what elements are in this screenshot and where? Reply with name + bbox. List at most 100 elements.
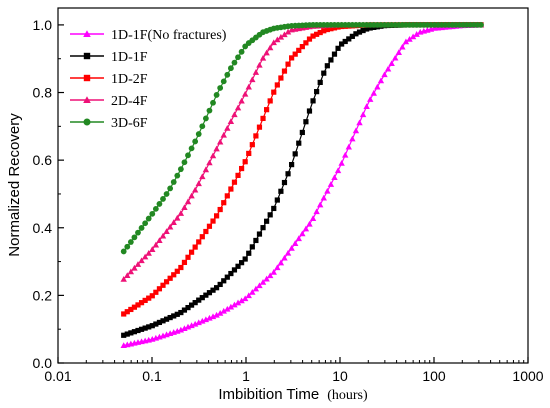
data-point <box>202 115 209 122</box>
data-point <box>253 133 259 139</box>
data-point <box>149 246 156 252</box>
data-point <box>128 330 134 336</box>
data-point <box>327 181 335 187</box>
data-point <box>359 111 367 118</box>
legend-marker <box>83 96 91 104</box>
legend-label: 2D-4F <box>111 94 148 109</box>
data-point <box>163 279 170 285</box>
data-point <box>249 142 255 148</box>
data-point <box>266 44 274 51</box>
data-point <box>334 167 342 174</box>
data-point <box>199 234 205 240</box>
data-point <box>188 145 195 152</box>
data-point <box>364 26 370 32</box>
data-point <box>195 319 202 326</box>
data-point <box>246 150 252 157</box>
data-point <box>160 196 166 202</box>
x-tick-label: 1000 <box>512 368 543 384</box>
data-point <box>406 35 413 42</box>
data-point <box>174 214 181 221</box>
data-point <box>346 36 352 42</box>
data-point <box>313 208 320 215</box>
legend-item: 3D-6F <box>70 116 148 131</box>
data-point <box>121 311 127 317</box>
data-point <box>141 253 149 260</box>
x-axis: 0.01 0.1 1 10 100 1000 <box>44 357 544 384</box>
data-point <box>245 83 252 90</box>
data-point <box>149 210 156 217</box>
data-point <box>278 188 284 194</box>
data-point <box>124 331 130 337</box>
data-point <box>185 152 191 159</box>
data-point <box>309 215 317 221</box>
data-point <box>188 302 195 308</box>
data-point <box>381 71 388 78</box>
data-point <box>235 263 241 269</box>
data-point <box>328 57 334 63</box>
data-point <box>263 49 270 56</box>
data-point <box>224 305 231 312</box>
data-point <box>320 194 327 201</box>
data-point <box>288 245 295 251</box>
data-point <box>281 68 288 74</box>
data-point <box>209 152 217 159</box>
data-point <box>274 197 280 203</box>
data-point <box>231 59 238 66</box>
data-point <box>239 165 245 172</box>
data-point <box>138 257 145 264</box>
data-point <box>224 125 231 131</box>
data-point <box>399 43 406 50</box>
data-point <box>338 159 345 166</box>
data-point <box>259 54 267 61</box>
data-point <box>249 244 255 250</box>
data-point <box>235 54 241 61</box>
data-point <box>356 29 363 35</box>
data-point <box>206 223 213 229</box>
data-point <box>234 104 242 111</box>
y-axis: 0.0 0.2 0.4 0.6 0.8 1.0 <box>33 17 64 371</box>
data-point <box>296 140 302 146</box>
data-point <box>224 71 231 78</box>
data-point <box>296 47 302 53</box>
data-point <box>131 234 138 241</box>
data-point <box>274 264 281 271</box>
data-point <box>238 297 245 304</box>
legend-marker <box>83 118 91 126</box>
legend-item: 1D-2F <box>70 72 148 87</box>
data-point <box>191 186 199 193</box>
data-point <box>277 259 285 266</box>
x-tick-label: 0.01 <box>44 368 71 384</box>
data-point <box>145 215 152 222</box>
data-point <box>142 325 148 331</box>
data-point <box>260 115 266 122</box>
data-point <box>177 210 185 216</box>
data-point <box>289 161 295 168</box>
data-point <box>167 185 174 192</box>
x-tick-label: 0.1 <box>142 368 162 384</box>
data-point <box>324 63 330 69</box>
data-point <box>335 45 341 51</box>
data-point <box>213 92 220 98</box>
data-point <box>392 54 399 61</box>
data-point <box>159 232 167 239</box>
data-point <box>213 213 220 219</box>
data-point <box>321 28 327 34</box>
data-point <box>241 295 249 302</box>
data-point <box>271 205 277 212</box>
data-point <box>310 98 316 104</box>
data-point <box>284 28 292 35</box>
data-point <box>317 79 323 85</box>
data-point <box>238 97 245 104</box>
data-point <box>149 323 155 329</box>
data-point <box>231 301 238 308</box>
data-point <box>127 268 135 275</box>
x-tick-label: 10 <box>332 368 348 384</box>
data-point <box>292 51 298 57</box>
data-point <box>191 320 199 327</box>
data-point <box>234 299 242 306</box>
data-point <box>324 26 330 33</box>
data-point <box>395 49 402 56</box>
data-point <box>142 297 148 304</box>
data-point <box>203 228 209 235</box>
data-point <box>146 324 152 330</box>
